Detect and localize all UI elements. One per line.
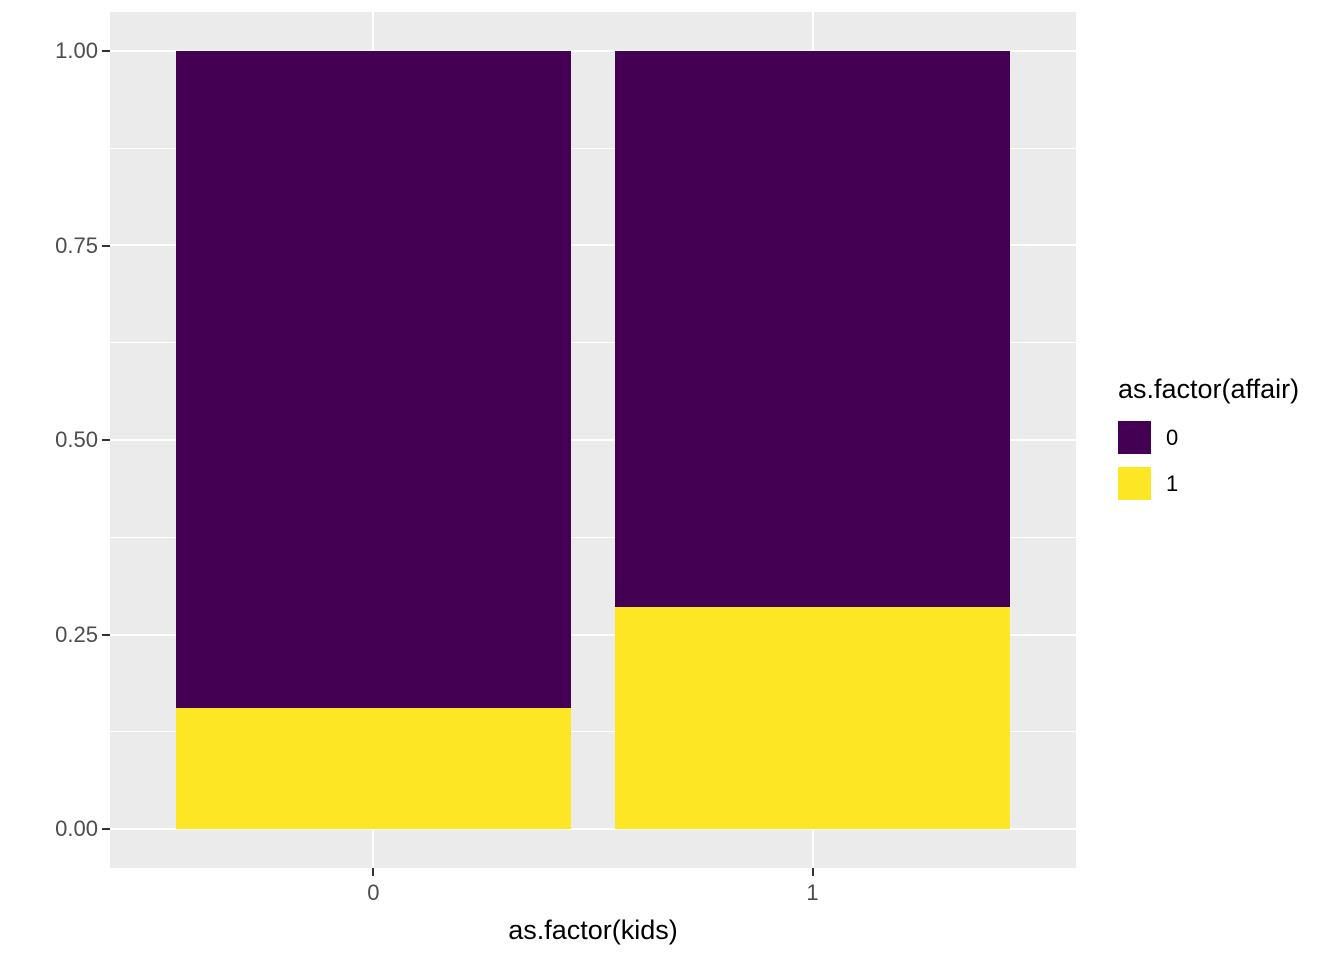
- y-tick-label: 0.75: [55, 232, 98, 258]
- y-tick-label: 1.00: [55, 37, 98, 63]
- legend-entry: 0: [1118, 421, 1344, 454]
- y-tick-mark: [102, 828, 110, 831]
- gridline-major: [110, 439, 1076, 441]
- y-tick-label: 0.00: [55, 816, 98, 842]
- gridline-major: [110, 244, 1076, 247]
- gridline-major: [110, 828, 1076, 831]
- gridline-minor: [110, 536, 1076, 538]
- legend-entry: 1: [1118, 467, 1344, 500]
- legend-title: as.factor(affair): [1118, 374, 1300, 404]
- y-tick-label: 0.25: [55, 621, 98, 647]
- legend: as.factor(affair) 0 1: [1118, 374, 1344, 513]
- bar-kids-1-affair-1: [614, 607, 1011, 830]
- plot-panel: [110, 12, 1076, 868]
- y-tick-mark: [102, 633, 110, 636]
- legend-swatch-affair-1: [1118, 467, 1151, 500]
- y-tick-mark: [102, 244, 110, 247]
- x-tick-mark: [811, 868, 814, 876]
- y-tick-label: 0.50: [55, 427, 98, 452]
- gridline-major: [110, 633, 1076, 636]
- bar-kids-0-affair-0: [175, 50, 572, 709]
- y-tick-mark: [102, 439, 110, 441]
- x-tick-mark: [372, 868, 375, 876]
- x-axis-title: as.factor(kids): [508, 915, 678, 945]
- x-tick-label: 1: [806, 880, 819, 905]
- legend-label: 0: [1166, 424, 1179, 450]
- y-tick-mark: [102, 49, 110, 52]
- gridline-minor: [110, 342, 1076, 344]
- legend-label: 1: [1166, 470, 1179, 496]
- x-tick-label: 0: [367, 880, 380, 905]
- gridline-minor: [110, 147, 1076, 149]
- legend-swatch-affair-0: [1118, 421, 1151, 454]
- bar-kids-0-affair-1: [175, 708, 572, 830]
- gridline-minor: [110, 731, 1076, 733]
- y-axis: 1.00 0.75 0.50 0.25 0.00: [0, 0, 98, 960]
- bar-kids-1-affair-0: [614, 50, 1011, 608]
- gridline-major: [110, 49, 1076, 52]
